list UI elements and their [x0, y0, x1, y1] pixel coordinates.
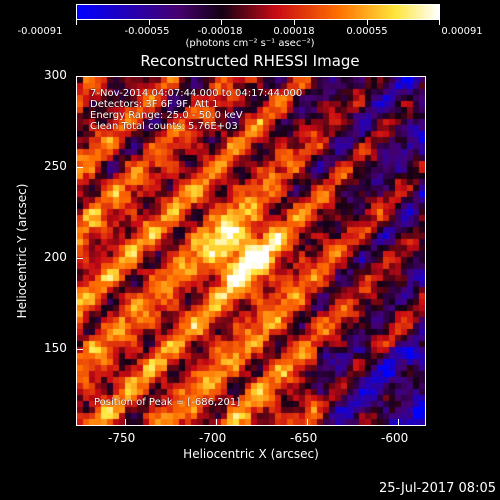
x-tick — [125, 419, 126, 426]
x-tick-label: -600 — [381, 431, 409, 445]
y-tick-label: 250 — [44, 159, 67, 173]
colorbar-label: -0.00091 — [17, 26, 63, 37]
x-tick — [398, 419, 399, 426]
footer-date: 25-Jul-2017 08:05 — [378, 481, 496, 496]
y-tick — [76, 258, 83, 259]
colorbar-tick — [294, 20, 295, 25]
colorbar-units: (photons cm⁻² s⁻¹ asec⁻²) — [185, 38, 315, 49]
image-frame: 7-Nov-2014 04:07:44.000 to 04:17:44.000 … — [76, 76, 426, 426]
y-tick-label: 150 — [44, 341, 67, 355]
peak-position-label: Position of Peak = [-686,201] — [94, 397, 241, 408]
colorbar-label: 0.00091 — [441, 26, 483, 37]
colorbar-label: 0.00018 — [273, 26, 315, 37]
x-tick-label: -700 — [199, 431, 227, 445]
detectors-label: Detectors: 3F 6F 9F, Att 1 — [90, 99, 219, 110]
y-tick-label: 300 — [44, 68, 67, 82]
x-axis-title: Heliocentric X (arcsec) — [183, 447, 319, 461]
colorbar-label: -0.00055 — [124, 26, 170, 37]
x-tick-label: -650 — [290, 431, 318, 445]
colorbar-tick — [221, 20, 222, 25]
colorbar-tick — [439, 20, 440, 25]
colorbar-tick — [367, 20, 368, 25]
colorbar-tick — [149, 20, 150, 25]
colorbar-gradient — [77, 5, 439, 19]
plot-title: Reconstructed RHESSI Image — [140, 52, 360, 70]
clean-counts-label: Clean Total counts: 5.76E+03 — [90, 121, 238, 132]
time-range-label: 7-Nov-2014 04:07:44.000 to 04:17:44.000 — [90, 88, 303, 99]
x-tick — [216, 419, 217, 426]
y-tick — [76, 167, 83, 168]
colorbar-label: 0.00055 — [346, 26, 388, 37]
x-tick-label: -750 — [108, 431, 136, 445]
rhessi-image — [77, 77, 425, 425]
x-tick — [307, 419, 308, 426]
energy-range-label: Energy Range: 25.0 - 50.0 keV — [90, 110, 243, 121]
y-tick-label: 200 — [44, 250, 67, 264]
y-tick — [76, 349, 83, 350]
colorbar-tick — [76, 20, 77, 25]
colorbar — [76, 4, 440, 20]
y-axis-title: Heliocentric Y (arcsec) — [15, 183, 29, 319]
y-tick — [76, 76, 83, 77]
colorbar-label: -0.00018 — [197, 26, 243, 37]
